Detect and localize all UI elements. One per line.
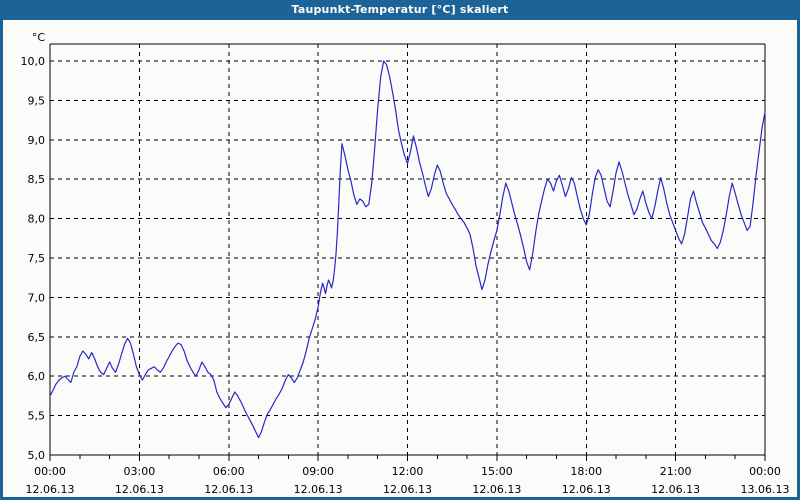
x-axis-date-label: 12.06.13 bbox=[651, 483, 700, 496]
y-axis-tick-label: 7,5 bbox=[28, 252, 46, 265]
vertical-gridlines bbox=[138, 44, 677, 455]
y-axis-tick-label: 7,0 bbox=[28, 291, 46, 304]
plot-frame-border bbox=[49, 43, 766, 456]
y-axis-tick-label: 5,0 bbox=[28, 449, 46, 462]
data-series-group bbox=[49, 60, 766, 439]
y-axis-tick-label: 9,5 bbox=[28, 94, 46, 107]
x-axis-tick-labels: 00:00 12.06.13 03:00 12.06.13 06:00 12.06.13 0… bbox=[26, 465, 790, 496]
y-axis-tick-label: 8,5 bbox=[28, 173, 46, 186]
y-axis-tick-labels: 10,0 9,5 9,0 8,5 8,0 7,5 7,0 6,5 6,0 5,5 5,0 bbox=[21, 55, 46, 462]
x-axis-date-label: 12.06.13 bbox=[294, 483, 343, 496]
window-title-bar: Taupunkt-Temperatur [°C] skaliert bbox=[3, 0, 797, 20]
x-axis-time-label: 12:00 bbox=[392, 465, 424, 478]
x-axis-date-label: 12.06.13 bbox=[115, 483, 164, 496]
page-title: Taupunkt-Temperatur [°C] skaliert bbox=[291, 3, 509, 16]
data-series-line bbox=[49, 60, 766, 439]
x-axis-time-label: 21:00 bbox=[660, 465, 692, 478]
x-axis-time-label: 00:00 bbox=[34, 465, 66, 478]
x-axis-date-label: 12.06.13 bbox=[204, 483, 253, 496]
line-chart-svg: °C 10,0 9,5 9,0 8,5 8,0 7,5 7,0 6,5 6,0 5,5 5,0 00… bbox=[21, 31, 790, 496]
x-axis-time-label: 09:00 bbox=[302, 465, 334, 478]
y-axis-tick-label: 8,0 bbox=[28, 213, 46, 226]
y-axis-tick-label: 9,0 bbox=[28, 134, 46, 147]
x-axis-time-label: 06:00 bbox=[213, 465, 245, 478]
y-axis-tick-label: 10,0 bbox=[21, 55, 46, 68]
horizontal-gridlines bbox=[50, 60, 765, 456]
y-axis-tick-label: 6,5 bbox=[28, 331, 46, 344]
x-axis-time-label: 00:00 bbox=[749, 465, 781, 478]
x-axis-time-label: 03:00 bbox=[124, 465, 156, 478]
x-axis-date-label: 12.06.13 bbox=[472, 483, 521, 496]
y-axis-tick-label: 5,5 bbox=[28, 410, 46, 423]
y-axis-unit-label-group: °C bbox=[32, 31, 46, 44]
chart-plot-area: °C 10,0 9,5 9,0 8,5 8,0 7,5 7,0 6,5 6,0 5,5 5,0 00… bbox=[3, 20, 797, 497]
x-axis-minor-ticks bbox=[49, 455, 766, 461]
x-axis-date-label: 12.06.13 bbox=[383, 483, 432, 496]
x-axis-date-label: 12.06.13 bbox=[26, 483, 75, 496]
x-axis-time-label: 18:00 bbox=[570, 465, 602, 478]
y-axis-tick-label: 6,0 bbox=[28, 370, 46, 383]
x-axis-date-label: 13.06.13 bbox=[741, 483, 790, 496]
y-axis-unit-label: °C bbox=[32, 31, 46, 44]
x-axis-time-label: 15:00 bbox=[481, 465, 513, 478]
x-axis-date-label: 12.06.13 bbox=[562, 483, 611, 496]
